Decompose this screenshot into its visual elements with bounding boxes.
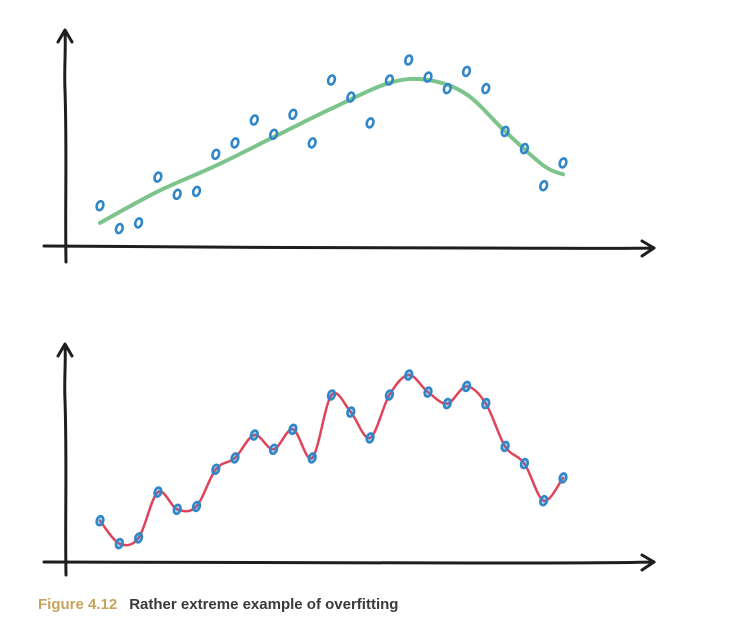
bottom-data-point bbox=[268, 443, 279, 456]
overfit-curve bbox=[98, 373, 565, 547]
top-data-point bbox=[133, 217, 144, 229]
top-data-point bbox=[461, 65, 472, 78]
bottom-data-point bbox=[249, 429, 259, 441]
caption-text: Rather extreme example of overfitting bbox=[129, 596, 399, 613]
top-data-point bbox=[519, 142, 530, 155]
top-data-point bbox=[365, 117, 375, 129]
top-data-point bbox=[268, 128, 279, 141]
figure-caption: Figure 4.12 Rather extreme example of ove… bbox=[38, 596, 398, 613]
overfit-panel bbox=[42, 342, 656, 577]
top-data-point bbox=[172, 188, 182, 201]
smooth-fit-curve bbox=[98, 76, 565, 225]
top-data-point bbox=[346, 91, 356, 103]
top-data-point bbox=[442, 82, 452, 95]
top-data-point bbox=[114, 222, 124, 235]
bottom-data-point bbox=[211, 463, 221, 476]
bottom-x-axis-arrowhead bbox=[640, 553, 656, 572]
bottom-data-point bbox=[519, 457, 530, 470]
top-y-axis bbox=[63, 29, 68, 264]
bottom-data-point bbox=[191, 500, 202, 513]
smooth-fit-panel bbox=[42, 28, 656, 264]
top-data-point bbox=[249, 114, 259, 126]
figure-number: Figure 4.12 bbox=[38, 596, 118, 613]
bottom-data-point bbox=[461, 380, 472, 393]
top-data-point bbox=[95, 199, 105, 212]
top-data-point bbox=[384, 74, 395, 86]
top-data-point bbox=[288, 108, 298, 121]
bottom-data-point bbox=[481, 397, 491, 410]
bottom-x-axis bbox=[42, 560, 656, 565]
top-data-point bbox=[539, 179, 549, 192]
top-x-axis bbox=[42, 244, 656, 250]
bottom-data-point bbox=[133, 532, 144, 544]
top-data-point bbox=[558, 157, 568, 169]
top-data-point bbox=[153, 171, 163, 183]
top-data-point bbox=[404, 54, 414, 66]
bottom-data-point bbox=[172, 503, 182, 516]
bottom-data-point bbox=[230, 452, 240, 464]
bottom-data-point bbox=[442, 397, 452, 410]
top-data-point bbox=[230, 137, 240, 149]
bottom-y-axis-arrowhead bbox=[56, 342, 74, 358]
bottom-data-point bbox=[307, 452, 317, 464]
bottom-data-point bbox=[404, 369, 414, 381]
bottom-data-point bbox=[423, 386, 433, 398]
bottom-data-point bbox=[288, 423, 298, 436]
top-data-point bbox=[307, 137, 317, 149]
bottom-y-axis bbox=[63, 343, 68, 577]
top-y-axis-arrowhead bbox=[56, 28, 74, 44]
top-data-point bbox=[423, 71, 433, 83]
bottom-data-point bbox=[558, 472, 568, 484]
bottom-data-point bbox=[346, 406, 356, 418]
top-x-axis-arrowhead bbox=[640, 239, 656, 258]
bottom-data-point bbox=[153, 486, 163, 498]
bottom-data-point bbox=[500, 440, 510, 453]
bottom-data-point bbox=[539, 494, 549, 507]
top-data-point bbox=[191, 185, 202, 198]
bottom-data-point bbox=[326, 389, 337, 401]
bottom-data-point bbox=[114, 537, 124, 550]
bottom-data-point bbox=[365, 432, 375, 444]
bottom-data-point bbox=[95, 514, 105, 527]
bottom-data-point bbox=[384, 389, 395, 401]
top-data-point bbox=[326, 74, 337, 86]
top-data-point bbox=[211, 148, 221, 161]
top-data-point bbox=[500, 125, 510, 138]
top-data-point bbox=[481, 82, 491, 95]
